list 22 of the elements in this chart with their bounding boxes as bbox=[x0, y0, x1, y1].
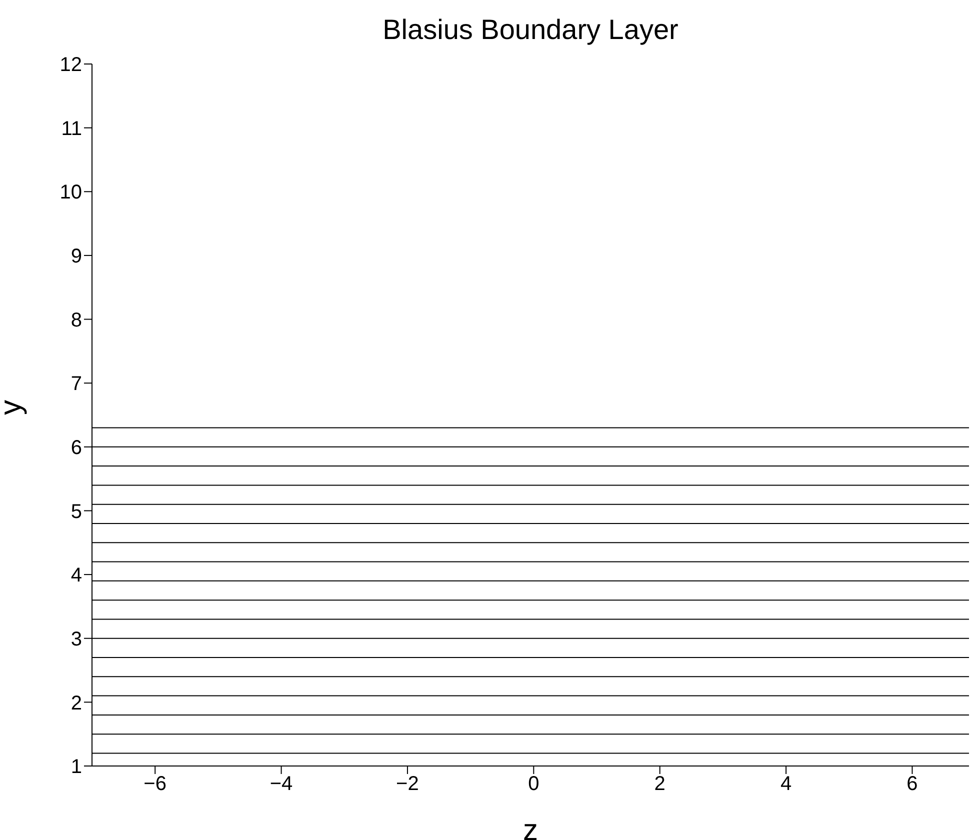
y-tick-label: 5 bbox=[70, 500, 82, 523]
chart-title: Blasius Boundary Layer bbox=[382, 14, 680, 46]
y-tick-label: 11 bbox=[61, 118, 82, 140]
y-tick-label: 8 bbox=[70, 309, 82, 332]
y-tick-label: 4 bbox=[70, 564, 82, 587]
x-axis-title: z bbox=[523, 814, 538, 840]
x-tick-label: 4 bbox=[780, 773, 792, 796]
y-tick-label: 3 bbox=[70, 628, 82, 650]
y-tick-label: 2 bbox=[70, 692, 82, 714]
y-tick-label: 10 bbox=[60, 182, 82, 204]
y-tick-label: 9 bbox=[70, 246, 82, 268]
y-tick-label: 1 bbox=[70, 756, 82, 778]
x-tick-label: 2 bbox=[654, 773, 666, 796]
x-tick-label: −2 bbox=[396, 773, 419, 796]
y-tick-label: 7 bbox=[70, 373, 82, 396]
x-tick-label: −6 bbox=[144, 773, 166, 796]
x-tick-label: 0 bbox=[528, 773, 540, 796]
y-tick-label: 12 bbox=[60, 54, 82, 76]
y-axis-title: y bbox=[0, 400, 28, 415]
x-tick-label: −4 bbox=[270, 773, 293, 796]
y-tick-label: 6 bbox=[70, 437, 82, 460]
x-tick-label: 6 bbox=[906, 773, 918, 796]
